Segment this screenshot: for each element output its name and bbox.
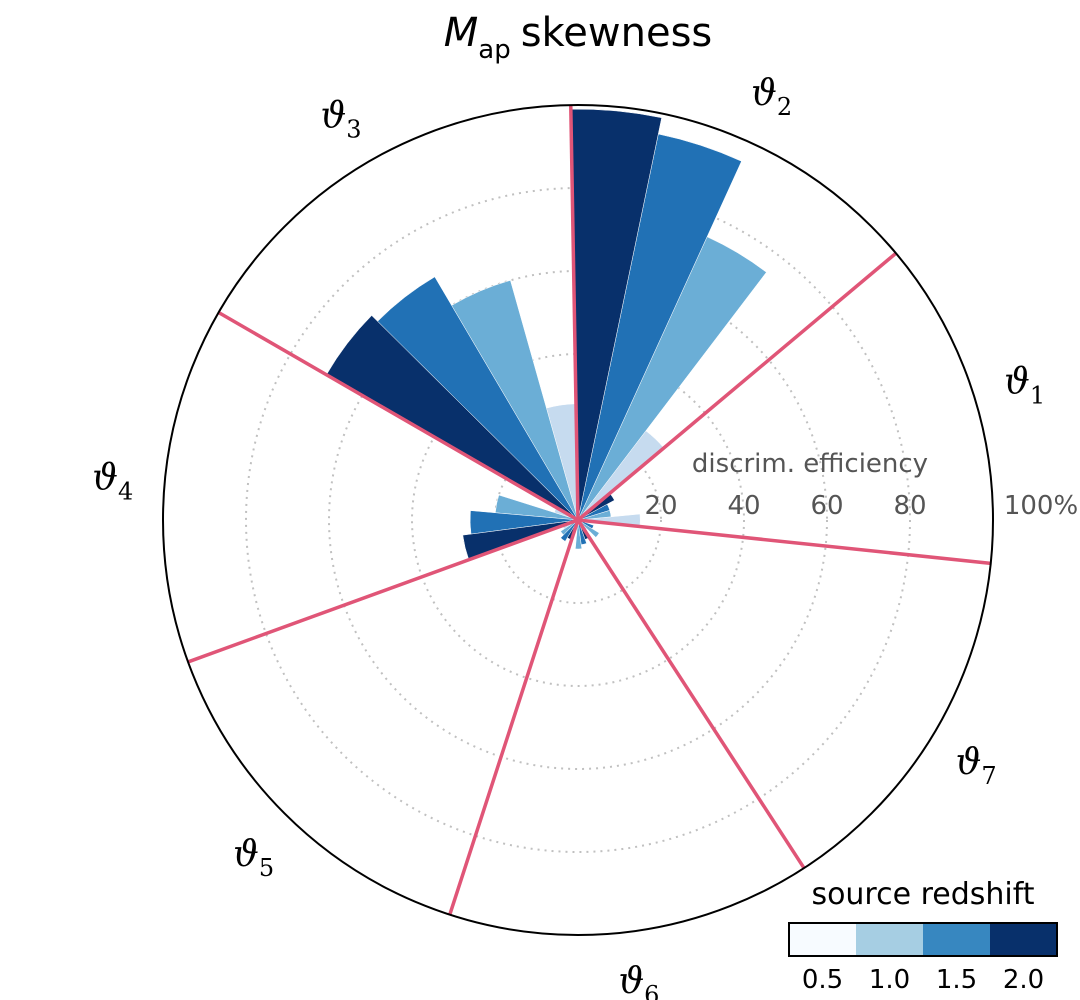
sector-label-7: ϑ7 (956, 742, 997, 790)
radial-tick-60: 60 (810, 491, 843, 521)
radial-tick-80: 80 (893, 491, 926, 521)
chart-title: Map skewness (444, 10, 713, 65)
colorbar-tick-3: 2.0 (1003, 965, 1044, 995)
bar-sector-6-z1.0 (575, 519, 583, 550)
sector-boundary-1 (577, 518, 991, 566)
colorbar-cell-1 (856, 923, 923, 956)
radial-axis-label: discrim. efficiency (692, 449, 928, 479)
title-subscript: ap (478, 35, 510, 65)
sector-boundary-4 (217, 310, 579, 522)
sector-boundary-5 (187, 518, 579, 664)
sector-boundary-6 (448, 519, 580, 916)
radial-tick-100: 100% (1004, 491, 1078, 521)
sector-label-6: ϑ6 (618, 961, 659, 1000)
colorbar-frame (788, 922, 1058, 957)
colorbar-tick-0: 0.5 (802, 965, 843, 995)
radial-tick-40: 40 (727, 491, 760, 521)
sector-boundary-7 (576, 519, 806, 870)
sector-boundary-2 (576, 251, 898, 522)
title-symbol: M (444, 10, 479, 56)
colorbar-cell-0 (789, 923, 856, 956)
title-text: skewness (521, 10, 713, 56)
bar-sector-5-z1.5 (560, 519, 579, 542)
grid-circle-40 (411, 353, 745, 687)
sector-label-2: ϑ2 (751, 73, 792, 121)
sector-boundaries (187, 105, 991, 916)
colorbar-cell-3 (990, 923, 1057, 956)
colorbar: source redshift 0.5 1.0 1.5 2.0 (788, 877, 1058, 995)
colorbar-label: source redshift (811, 877, 1034, 912)
sector-label-5: ϑ5 (233, 834, 274, 882)
radial-tick-labels: 20 40 60 80 100% (644, 491, 1078, 521)
grid-circle-60 (328, 270, 828, 770)
radial-tick-20: 20 (644, 491, 677, 521)
bars (326, 108, 767, 561)
colorbar-cell-2 (923, 923, 990, 956)
sector-boundary-3 (569, 105, 580, 521)
sector-labels: ϑ1 ϑ2 ϑ3 ϑ4 ϑ5 ϑ6 ϑ7 (92, 73, 1045, 1000)
bar-sector-7-z1.0 (577, 519, 600, 538)
colorbar-tick-2: 1.5 (936, 965, 977, 995)
sector-label-4: ϑ4 (92, 457, 133, 505)
grid-circle-80 (245, 187, 911, 853)
sector-label-3: ϑ3 (320, 96, 361, 144)
outer-ring (162, 104, 994, 936)
colorbar-tick-1: 1.0 (869, 965, 910, 995)
sector-label-1: ϑ1 (1004, 361, 1045, 409)
